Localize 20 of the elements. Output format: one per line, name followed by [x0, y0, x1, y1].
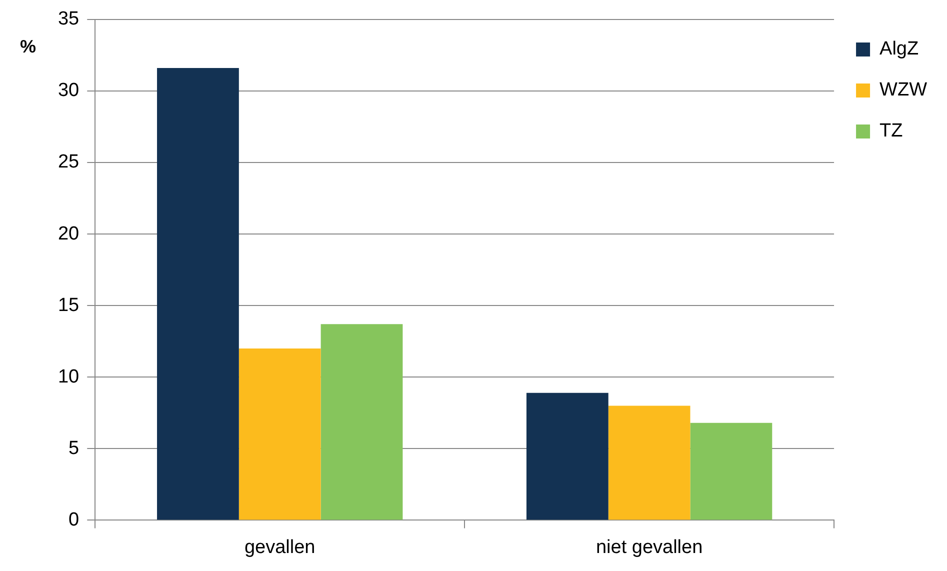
bar	[157, 68, 239, 520]
y-tick-label: 5	[68, 438, 80, 459]
bar	[320, 324, 403, 520]
y-tick-label: 20	[58, 223, 80, 244]
bar	[690, 422, 772, 520]
bar	[238, 348, 321, 520]
x-tick-label: gevallen	[244, 536, 316, 558]
y-axis-title: %	[20, 36, 36, 56]
y-tick-label: 0	[68, 509, 80, 530]
y-tick-label: 35	[58, 8, 80, 30]
bar	[526, 392, 608, 520]
bar	[608, 406, 690, 520]
y-tick-label: 15	[58, 294, 80, 316]
y-tick-label: 30	[58, 80, 80, 102]
legend-label: WZW	[880, 80, 928, 101]
x-tick-label: niet gevallen	[596, 536, 703, 558]
y-tick-label: 10	[58, 366, 80, 388]
legend-label: TZ	[880, 120, 904, 142]
y-tick-label: 25	[58, 152, 80, 173]
legend-label: AlgZ	[880, 38, 919, 60]
